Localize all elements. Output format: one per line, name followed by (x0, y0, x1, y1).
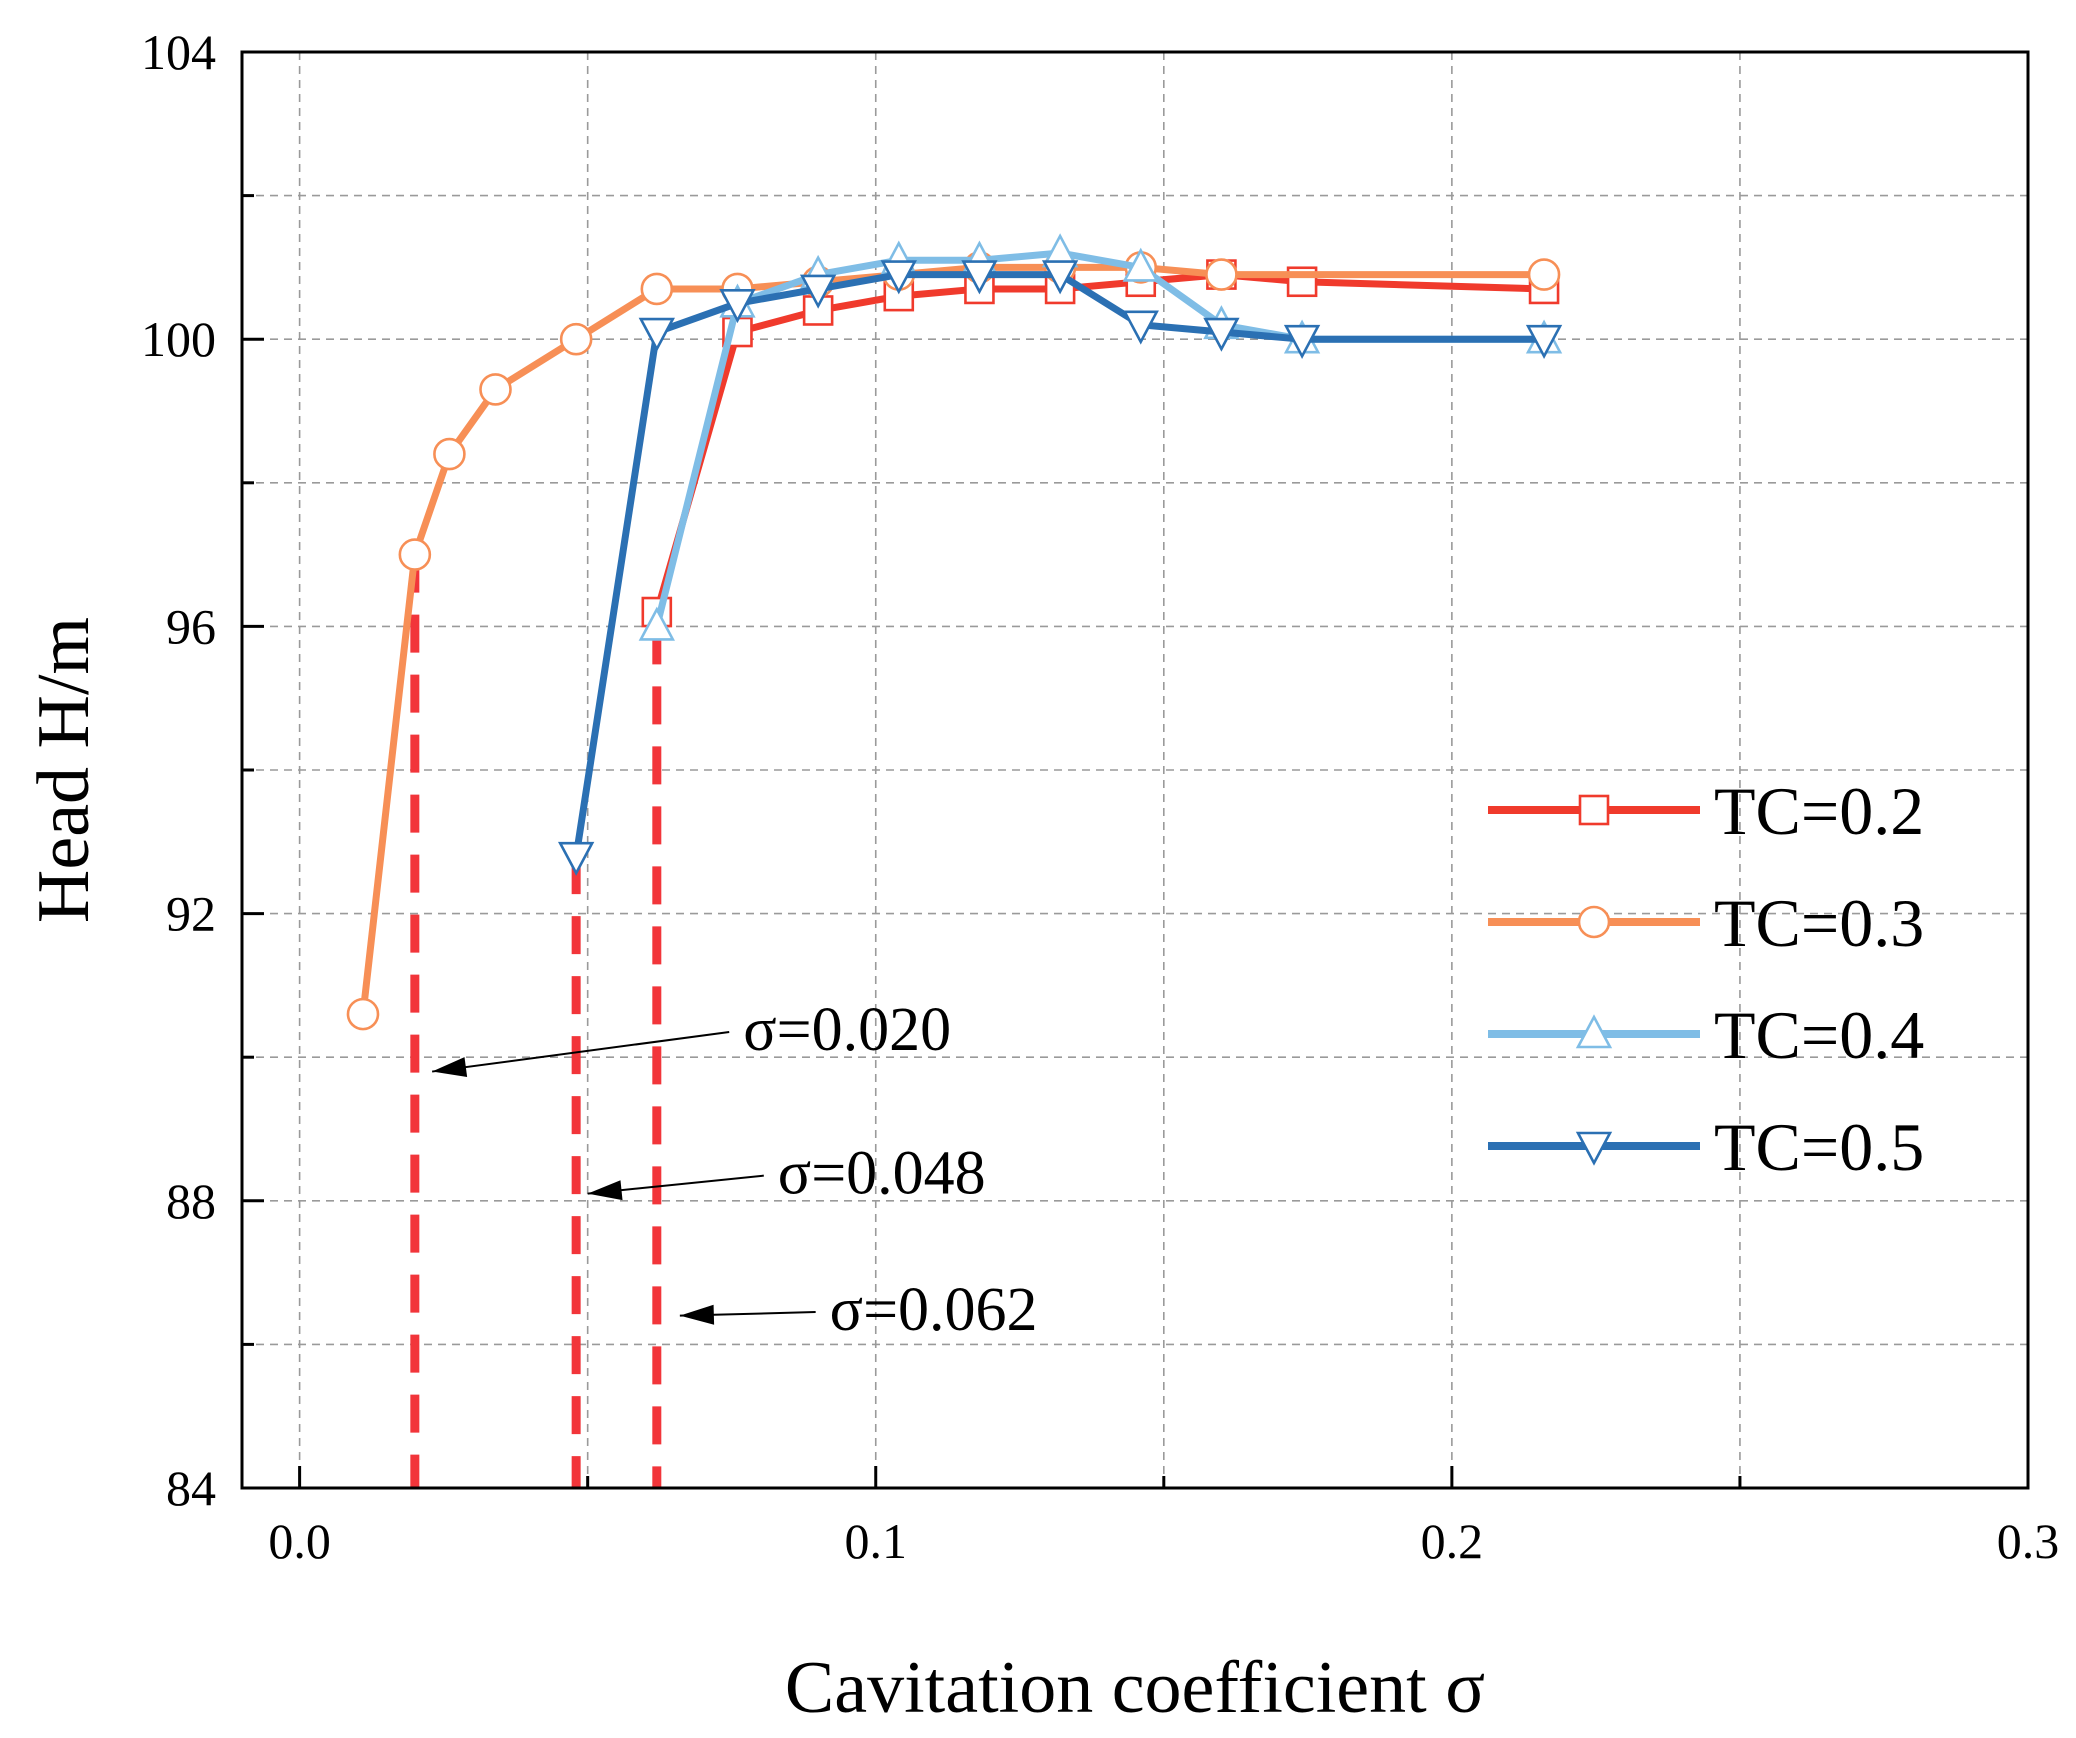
y-tick-label: 104 (141, 24, 216, 80)
y-tick-label: 96 (166, 598, 216, 654)
data-point (961, 260, 998, 295)
data-point (346, 997, 380, 1031)
legend-label: TC=0.4 (1714, 997, 1924, 1073)
annotation-arrow (431, 1031, 730, 1073)
data-point (1122, 310, 1159, 345)
annotation-label: σ=0.020 (743, 996, 951, 1064)
legend-item: TC=0.3 (1488, 885, 1924, 961)
legend-label: TC=0.5 (1714, 1109, 1924, 1185)
x-tick-label: 0.1 (844, 1513, 907, 1569)
y-tick-label: 92 (166, 886, 216, 942)
data-point (433, 437, 466, 471)
series-TC=0.5 (557, 260, 1563, 876)
x-tick-label: 0.3 (1997, 1513, 2060, 1569)
data-point (1283, 324, 1321, 359)
reference-lines (410, 554, 662, 1488)
legend-marker (1575, 1131, 1613, 1166)
series-TC=0.2 (641, 259, 1560, 628)
legend-marker (1575, 1014, 1613, 1049)
annotations: σ=0.020 σ=0.048 σ=0.062 (431, 996, 1038, 1344)
data-point (799, 274, 837, 309)
y-axis-title: Head H/m (23, 617, 105, 923)
annotation-arrowhead (587, 1180, 623, 1201)
legend-marker (1578, 794, 1610, 826)
y-tick-label: 84 (166, 1460, 216, 1516)
series-TC=0.3 (346, 251, 1561, 1031)
data-point (638, 606, 675, 641)
legend-item: TC=0.5 (1488, 1109, 1924, 1185)
legend: TC=0.2 TC=0.3 TC=0.4 TC=0.5 (1488, 773, 1924, 1185)
data-point (1527, 258, 1561, 291)
data-point (1203, 317, 1240, 352)
data-point (557, 841, 595, 876)
grid (242, 52, 2028, 1488)
data-point (1525, 324, 1563, 359)
series-line (653, 271, 1545, 614)
series-layer (346, 233, 1563, 1031)
data-point (479, 373, 512, 406)
axis-ticks: 0.0 0.1 0.2 0.3 84 88 92 96 100 104 (141, 24, 2059, 1569)
data-point (719, 288, 756, 324)
annotation-arrowhead (432, 1057, 468, 1077)
data-point (559, 322, 593, 356)
data-point (880, 260, 917, 295)
annotation-label: σ=0.062 (830, 1276, 1038, 1344)
y-tick-label: 100 (141, 311, 216, 367)
legend-item: TC=0.4 (1488, 997, 1924, 1073)
legend-label: TC=0.3 (1714, 885, 1924, 961)
annotation-label: σ=0.048 (778, 1140, 986, 1208)
series-line (653, 249, 1545, 628)
data-point (398, 538, 432, 571)
y-tick-label: 88 (166, 1173, 216, 1229)
data-point (638, 317, 675, 352)
annotation-arrowhead (679, 1304, 715, 1325)
data-point (1041, 260, 1079, 295)
legend-label: TC=0.2 (1714, 773, 1924, 849)
data-point (640, 272, 674, 306)
x-tick-label: 0.0 (268, 1513, 331, 1569)
x-axis-title: Cavitation coefficient σ (785, 1647, 1485, 1729)
series-line (359, 263, 1545, 1015)
legend-item: TC=0.2 (1488, 773, 1924, 849)
x-tick-label: 0.2 (1421, 1513, 1484, 1569)
legend-marker (1577, 905, 1611, 939)
data-point (1205, 258, 1238, 291)
data-point (1122, 247, 1159, 282)
